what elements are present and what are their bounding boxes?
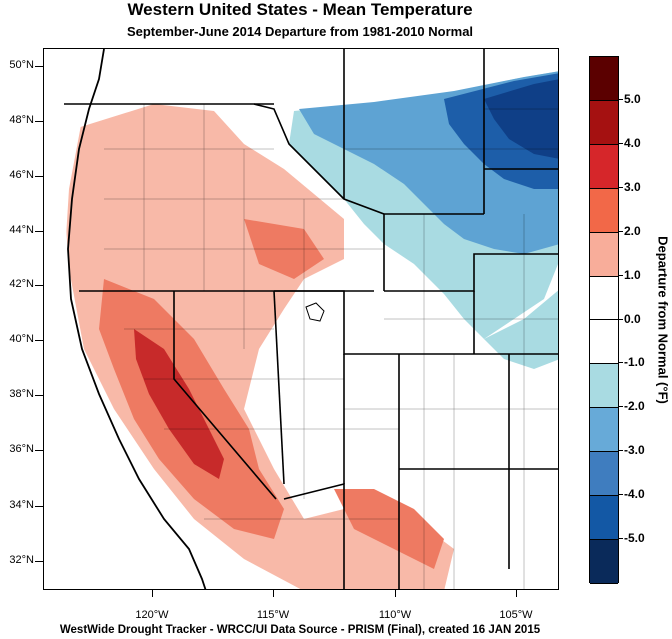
colorbar-tick (619, 362, 623, 364)
warm-anomaly-dark (134, 329, 224, 479)
colorbar-label: -1.0 (624, 355, 645, 370)
colorbar-swatch (590, 364, 618, 409)
cool-anomaly-east (484, 290, 558, 369)
colorbar-label: 3.0 (624, 179, 641, 194)
cool-anomaly-darkest (484, 79, 558, 159)
warm-anomaly-southwest (334, 489, 444, 569)
colorbar-swatch (590, 540, 618, 584)
colorbar-swatch (590, 188, 618, 233)
colorbar-swatch (590, 144, 618, 189)
colorbar-swatch (590, 232, 618, 277)
colorbar-label: -2.0 (624, 399, 645, 414)
colorbar-label: 2.0 (624, 223, 641, 238)
colorbar-label: -4.0 (624, 487, 645, 502)
colorbar-swatch (590, 100, 618, 145)
colorbar-swatch (590, 320, 618, 365)
lat-tick (35, 561, 43, 562)
colorbar-tick (619, 406, 623, 408)
lat-tick (35, 506, 43, 507)
pacific-ocean (44, 49, 194, 589)
map-subtitle: September-June 2014 Departure from 1981-… (126, 24, 474, 39)
temperature-map (44, 49, 558, 589)
lat-tick (35, 395, 43, 396)
colorbar-swatch (590, 496, 618, 541)
lat-label-34: 34°N (9, 499, 34, 511)
colorbar-tick (619, 186, 623, 188)
warm-anomaly-light (64, 104, 454, 589)
lat-tick (35, 231, 43, 232)
lat-tick (35, 450, 43, 451)
lat-tick (35, 340, 43, 341)
colorbar-label: -5.0 (624, 531, 645, 546)
lon-tick (516, 590, 517, 597)
colorbar-label: 0.0 (624, 311, 641, 326)
lon-tick (395, 590, 396, 597)
coastline (67, 49, 207, 589)
colorbar-swatch (590, 452, 618, 497)
lat-label-42: 42°N (9, 278, 34, 290)
colorbar-tick (619, 318, 623, 320)
lat-label-46: 46°N (9, 169, 34, 181)
great-salt-lake (305, 302, 325, 322)
lat-tick (35, 121, 43, 122)
lat-label-38: 38°N (9, 388, 34, 400)
lat-label-36: 36°N (9, 443, 34, 455)
lon-label-105: 105°W (499, 609, 533, 621)
lat-tick (35, 285, 43, 286)
lat-label-48: 48°N (9, 114, 34, 126)
colorbar-tick (619, 142, 623, 144)
colorbar-tick (619, 274, 623, 276)
lat-label-50: 50°N (9, 59, 34, 71)
colorbar-tick (619, 230, 623, 232)
lon-label-115: 115°W (256, 609, 290, 621)
lon-label-110: 110°W (378, 609, 412, 621)
lat-label-40: 40°N (9, 333, 34, 345)
county-borders (104, 104, 558, 589)
colorbar-label: 4.0 (624, 135, 641, 150)
lat-tick (35, 66, 43, 67)
map-area (43, 48, 559, 590)
colorbar-tick (619, 98, 623, 100)
colorbar-label: -3.0 (624, 443, 645, 458)
lat-label-32: 32°N (9, 554, 34, 566)
colorbar-label: 1.0 (624, 267, 641, 282)
colorbar-swatch (590, 57, 618, 101)
colorbar-tick (619, 494, 623, 496)
lat-label-44: 44°N (9, 224, 34, 236)
colorbar-swatch (590, 276, 618, 321)
colorbar-swatch (590, 408, 618, 453)
lon-label-120: 120°W (135, 609, 169, 621)
state-borders (64, 49, 558, 589)
colorbar-label: 5.0 (624, 91, 641, 106)
map-title: Western United States - Mean Temperature (127, 0, 473, 19)
colorbar-tick (619, 450, 623, 452)
footer-credit: WestWide Drought Tracker - WRCC/UI Data … (59, 624, 541, 636)
lon-tick (152, 590, 153, 597)
lat-tick (35, 176, 43, 177)
colorbar-tick (619, 538, 623, 540)
colorbar (589, 56, 619, 584)
colorbar-title: Departure from Normal (°F) (655, 236, 671, 404)
lon-tick (273, 590, 274, 597)
